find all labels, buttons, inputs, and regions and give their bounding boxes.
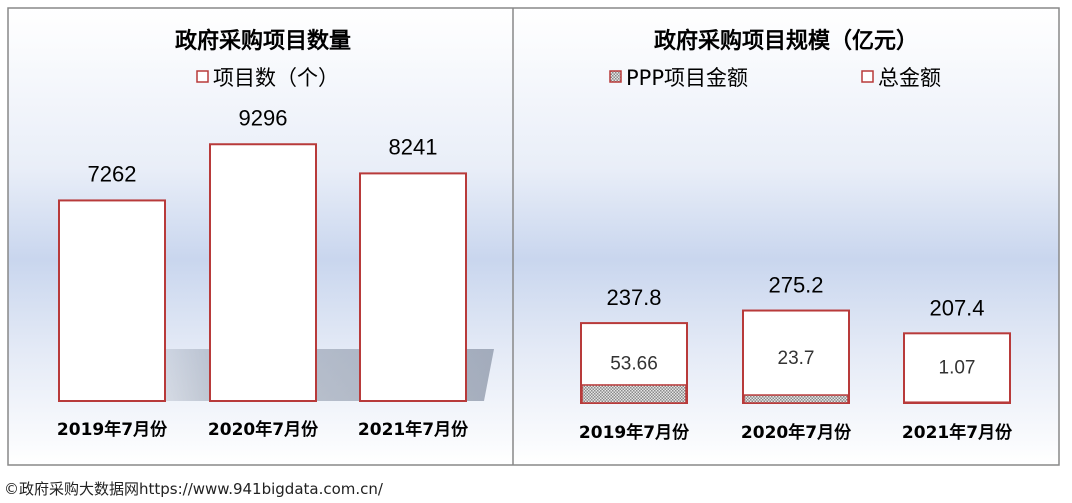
left-legend: 项目数（个） — [196, 66, 339, 90]
ppp-bar-2 — [743, 394, 849, 404]
category-label-3: 2021年7月份 — [358, 419, 469, 440]
bar-1 — [58, 199, 166, 402]
total-value-label-1: 237.8 — [606, 285, 661, 310]
left-bars — [58, 143, 494, 402]
ppp-value-label-1: 53.66 — [610, 353, 658, 374]
right-value-labels: 237.8 53.66 275.2 23.7 207.4 1.07 — [606, 273, 984, 379]
right-legend: PPP项目金额 总金额 — [609, 66, 941, 90]
panel-border — [7, 7, 1060, 466]
ppp-bar-1 — [581, 384, 687, 404]
right-chart-title: 政府采购项目规模（亿元） — [654, 28, 918, 54]
category-label-1: 2019年7月份 — [57, 419, 168, 440]
ppp-value-label-3: 1.07 — [939, 358, 976, 379]
value-label-3: 8241 — [389, 134, 438, 159]
right-bars — [580, 309, 1011, 405]
category-label-2: 2020年7月份 — [741, 422, 852, 443]
category-label-3: 2021年7月份 — [902, 422, 1013, 443]
left-chart: 政府采购项目数量 项目数（个） 7262 9296 8241 2019年7月份 202… — [57, 28, 494, 440]
value-label-2: 9296 — [239, 105, 288, 130]
bar-3 — [359, 172, 467, 402]
total-bar-2 — [742, 309, 850, 405]
total-legend-swatch — [861, 70, 874, 83]
category-label-2: 2020年7月份 — [208, 419, 319, 440]
right-chart: 政府采购项目规模（亿元） PPP项目金额 总金额 237.8 53.66 275.2… — [579, 28, 1013, 443]
left-chart-title: 政府采购项目数量 — [175, 28, 351, 54]
value-label-1: 7262 — [88, 161, 137, 186]
right-category-labels: 2019年7月份 2020年7月份 2021年7月份 — [579, 422, 1013, 443]
total-legend-label: 总金额 — [878, 66, 941, 90]
ppp-legend-label: PPP项目金额 — [626, 66, 748, 90]
left-category-labels: 2019年7月份 2020年7月份 2021年7月份 — [57, 419, 469, 440]
category-label-1: 2019年7月份 — [579, 422, 690, 443]
ppp-value-label-2: 23.7 — [778, 348, 815, 369]
total-value-label-3: 207.4 — [929, 295, 984, 320]
bar-2 — [209, 143, 317, 402]
left-legend-label: 项目数（个） — [213, 66, 339, 90]
left-legend-swatch — [196, 70, 209, 83]
ppp-legend-swatch — [609, 70, 622, 83]
total-value-label-2: 275.2 — [768, 273, 823, 298]
ppp-bar-3 — [904, 401, 1010, 404]
left-value-labels: 7262 9296 8241 — [88, 105, 438, 186]
footer-source: ©政府采购大数据网https://www.941bigdata.com.cn/ — [4, 480, 384, 498]
